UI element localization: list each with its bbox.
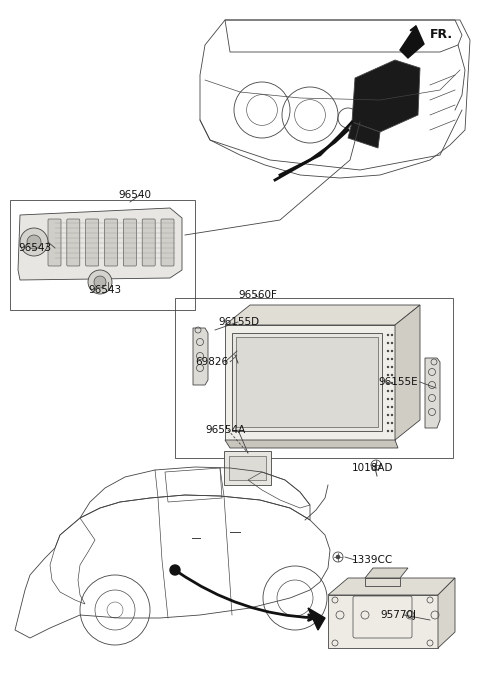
Polygon shape — [308, 608, 325, 630]
Text: 96155D: 96155D — [218, 317, 259, 327]
FancyBboxPatch shape — [236, 337, 378, 427]
Circle shape — [391, 366, 393, 368]
Circle shape — [170, 565, 180, 575]
Polygon shape — [225, 325, 395, 440]
Circle shape — [391, 358, 393, 360]
FancyBboxPatch shape — [48, 219, 61, 266]
FancyBboxPatch shape — [123, 219, 136, 266]
Circle shape — [391, 398, 393, 400]
Circle shape — [336, 555, 340, 559]
Text: 96554A: 96554A — [205, 425, 245, 435]
Circle shape — [391, 334, 393, 336]
Circle shape — [391, 350, 393, 352]
Circle shape — [387, 414, 389, 416]
Polygon shape — [18, 208, 182, 280]
Text: 96543: 96543 — [88, 285, 121, 295]
Circle shape — [391, 430, 393, 432]
FancyBboxPatch shape — [142, 219, 155, 266]
Text: 96560F: 96560F — [238, 290, 277, 300]
Circle shape — [391, 414, 393, 416]
Polygon shape — [365, 568, 408, 578]
FancyBboxPatch shape — [161, 219, 174, 266]
FancyBboxPatch shape — [105, 219, 118, 266]
Circle shape — [387, 398, 389, 400]
Polygon shape — [225, 440, 398, 448]
Text: 69826: 69826 — [195, 357, 228, 367]
Circle shape — [27, 235, 41, 249]
Text: FR.: FR. — [430, 28, 453, 41]
FancyBboxPatch shape — [232, 333, 382, 431]
Circle shape — [94, 276, 106, 288]
Circle shape — [387, 342, 389, 344]
Polygon shape — [225, 305, 420, 325]
Circle shape — [387, 334, 389, 336]
Circle shape — [391, 382, 393, 384]
Bar — [175, 298, 453, 458]
Polygon shape — [348, 122, 380, 148]
Circle shape — [387, 374, 389, 376]
FancyBboxPatch shape — [229, 456, 266, 480]
Circle shape — [387, 382, 389, 384]
Polygon shape — [438, 578, 455, 648]
Text: 1018AD: 1018AD — [352, 463, 394, 473]
Circle shape — [387, 406, 389, 408]
Circle shape — [391, 342, 393, 344]
Polygon shape — [328, 595, 438, 648]
Polygon shape — [328, 578, 455, 595]
FancyBboxPatch shape — [67, 219, 80, 266]
Polygon shape — [193, 328, 208, 385]
Bar — [10, 200, 195, 310]
Polygon shape — [352, 60, 420, 132]
Text: 96540: 96540 — [118, 190, 151, 200]
Text: 96543: 96543 — [18, 243, 51, 253]
Circle shape — [20, 228, 48, 256]
Polygon shape — [425, 358, 440, 428]
FancyBboxPatch shape — [85, 219, 99, 266]
Circle shape — [387, 350, 389, 352]
Circle shape — [387, 390, 389, 392]
Circle shape — [391, 374, 393, 376]
Circle shape — [387, 366, 389, 368]
Text: 1339CC: 1339CC — [352, 555, 393, 565]
Polygon shape — [400, 26, 424, 58]
Circle shape — [391, 390, 393, 392]
Circle shape — [387, 358, 389, 360]
FancyBboxPatch shape — [224, 451, 271, 485]
Circle shape — [88, 270, 112, 294]
Circle shape — [391, 406, 393, 408]
Polygon shape — [395, 305, 420, 440]
Text: 96155E: 96155E — [378, 377, 418, 387]
Text: 95770J: 95770J — [380, 610, 416, 620]
Circle shape — [387, 430, 389, 432]
FancyBboxPatch shape — [365, 578, 400, 586]
Circle shape — [391, 422, 393, 424]
Circle shape — [387, 422, 389, 424]
